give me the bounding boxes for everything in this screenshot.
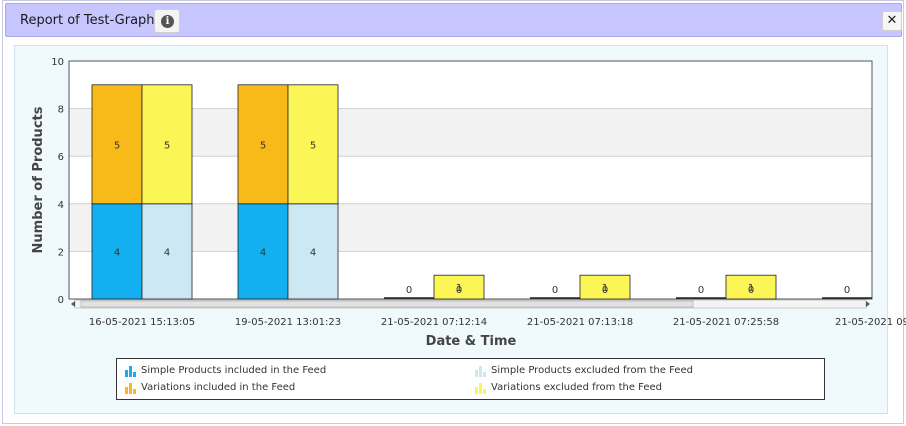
bar-value-label: 1 [748, 283, 754, 294]
legend-bar-icon [125, 366, 137, 377]
bar-segment [725, 274, 777, 300]
bar-value-label: 4 [114, 247, 120, 258]
info-icon: i [161, 15, 174, 28]
bar-segment [579, 274, 631, 300]
scrollbar-thumb[interactable] [80, 300, 694, 308]
bar-value-label: 0 [748, 285, 754, 296]
y-axis-label: Number of Products [31, 106, 46, 253]
x-tick-label: 19-05-2021 13:01:23 [235, 317, 341, 328]
y-tick-label: 8 [58, 105, 64, 116]
close-button[interactable]: ✕ [882, 11, 902, 31]
y-tick-label: 6 [58, 152, 64, 163]
bar-value-label: 4 [310, 247, 316, 258]
bar-segment [141, 84, 193, 205]
bar-segment [433, 274, 485, 300]
bar-value-label: 0 [552, 285, 558, 296]
x-tick-label: 21-05-2021 09 [835, 317, 906, 328]
plot-band [69, 108, 872, 157]
x-tick-label: 21-05-2021 07:13:18 [527, 317, 633, 328]
legend-bar-icon [125, 383, 137, 394]
plot-band [69, 203, 872, 252]
bar-value-label: 4 [164, 247, 170, 258]
y-tick-label: 2 [58, 247, 64, 258]
bar-segment [237, 84, 289, 205]
dialog-title: Report of Test-Graph [20, 13, 155, 28]
dialog-titlebar: Report of Test-Graph i ✕ [5, 3, 902, 37]
x-tick-label: 21-05-2021 07:12:14 [381, 317, 487, 328]
x-axis-label: Date & Time [426, 334, 517, 349]
x-tick-label: 16-05-2021 15:13:05 [89, 317, 195, 328]
y-tick-label: 0 [58, 295, 64, 306]
scroll-right-icon[interactable] [866, 301, 870, 307]
y-tick-label: 4 [58, 200, 64, 211]
legend-label: Simple Products included in the Feed [141, 365, 327, 376]
bar-segment [141, 203, 193, 300]
y-tick-label: 10 [51, 57, 64, 68]
legend-label: Simple Products excluded from the Feed [491, 365, 693, 376]
bar-value-label: 0 [844, 285, 850, 296]
legend-label: Variations excluded from the Feed [491, 382, 663, 393]
legend-label: Variations included in the Feed [141, 382, 296, 393]
bar-value-label: 0 [698, 285, 704, 296]
bar-segment [287, 203, 339, 300]
bar-value-label: 1 [456, 283, 462, 294]
plot-area [69, 61, 872, 299]
bar-value-label: 0 [406, 285, 412, 296]
bar-value-label: 5 [114, 140, 120, 151]
bar-value-label: 5 [260, 140, 266, 151]
bar-value-label: 5 [164, 140, 170, 151]
bar-value-label: 0 [456, 285, 462, 296]
scroll-left-icon[interactable] [71, 301, 75, 307]
bar-value-label: 0 [602, 285, 608, 296]
info-button[interactable]: i [154, 9, 180, 33]
bar-segment [287, 84, 339, 205]
chart-legend: Simple Products included in the Feed Sim… [116, 358, 825, 400]
legend-bar-icon [475, 383, 487, 394]
legend-bar-icon [475, 366, 487, 377]
bar-value-label: 4 [260, 247, 266, 258]
bar-segment [91, 84, 143, 205]
bar-value-label: 5 [310, 140, 316, 151]
bar-value-label: 1 [602, 283, 608, 294]
x-tick-label: 21-05-2021 07:25:58 [673, 317, 779, 328]
